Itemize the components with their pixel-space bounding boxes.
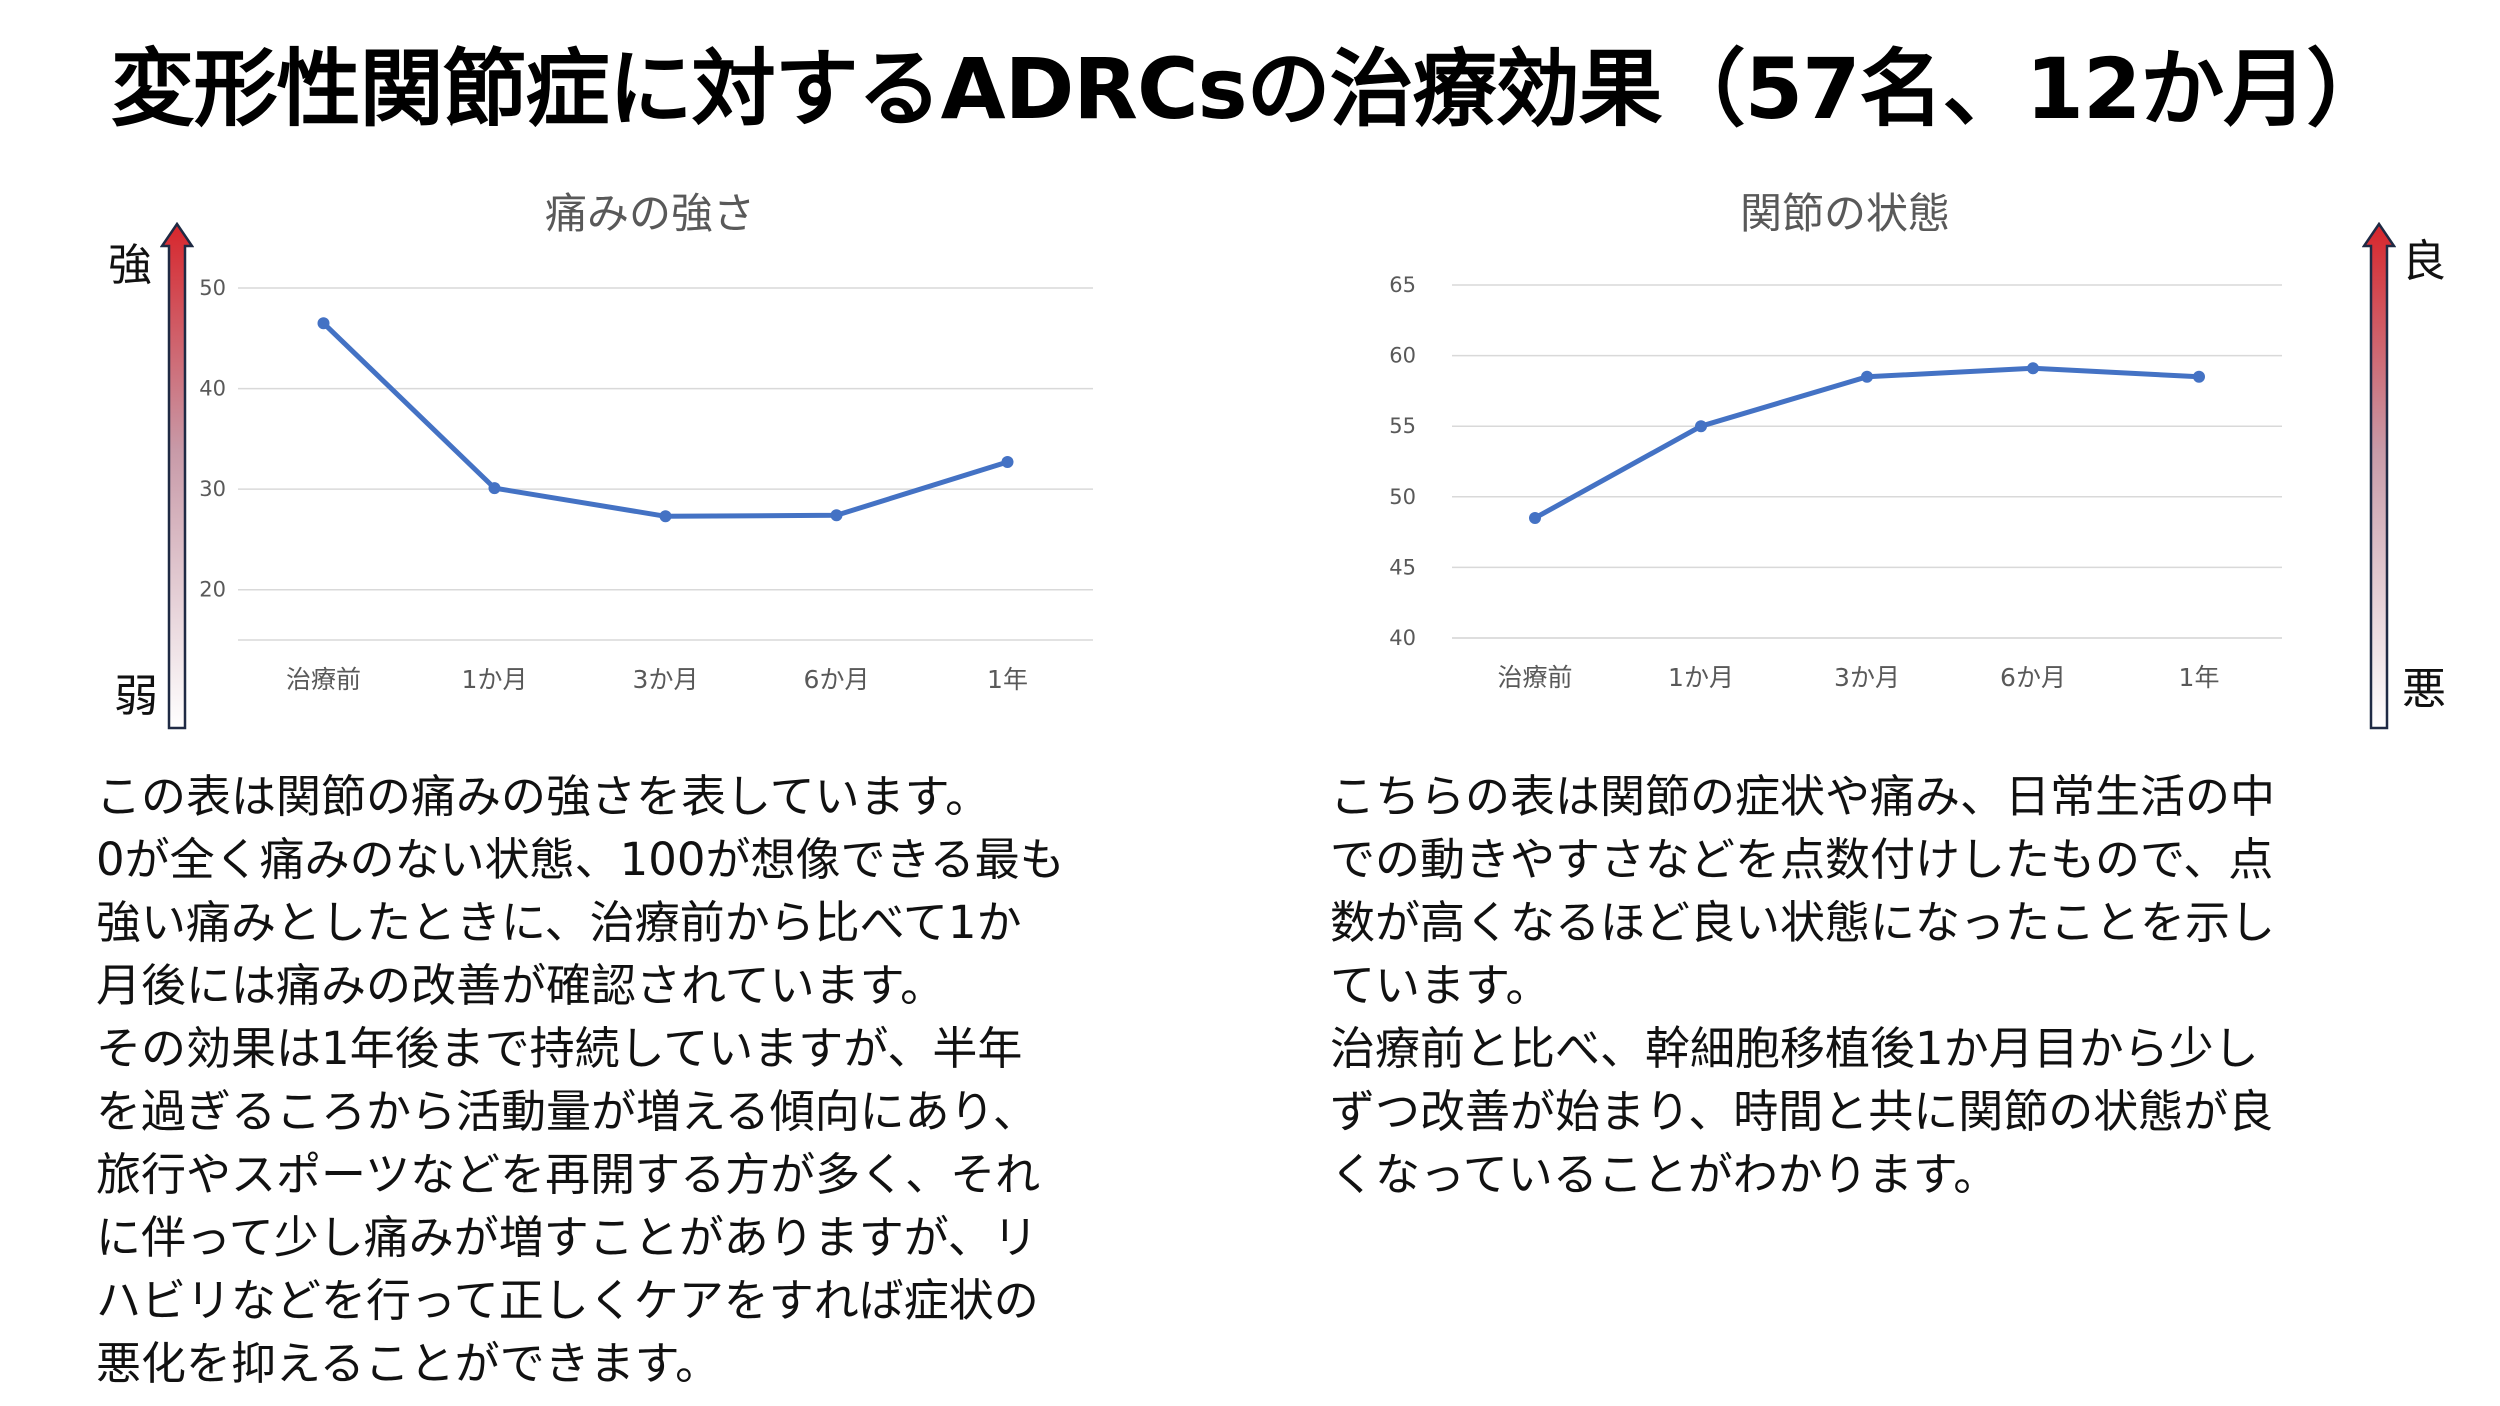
y-tick-label: 65 bbox=[1389, 273, 1416, 297]
page-title: 変形性関節症に対するADRCsの治療効果（57名、12か月） bbox=[110, 40, 2391, 138]
data-point bbox=[1001, 455, 1014, 468]
data-point bbox=[830, 509, 843, 522]
pain-chart: 痛みの強さ 20 30 40 50 治療前 1か月 3か月 6か月 1年 bbox=[199, 189, 1093, 694]
pain-text-line: 旅行やスポーツなどを再開する方が多く、それ bbox=[96, 1148, 1041, 1201]
joint-text-line: ずつ改善が始まり、時間と共に関節の状態が良 bbox=[1330, 1085, 2274, 1138]
pain-text-line: 強い痛みとしたときに、治療前から比べて1か bbox=[96, 896, 1022, 949]
y-tick-label: 45 bbox=[1389, 555, 1416, 579]
x-tick-label: 1年 bbox=[2179, 663, 2220, 692]
joint-scale-bottom-label: 悪 bbox=[2402, 664, 2446, 715]
series-line bbox=[1533, 365, 2200, 521]
data-point bbox=[659, 510, 672, 523]
joint-text-line: くなっていることがわかります。 bbox=[1330, 1148, 1999, 1201]
joint-description: こちらの表は関節の症状や痛み、日常生活の中 での動きやすさなどを点数付けしたもの… bbox=[1330, 765, 2470, 1206]
pain-text-line: ハビリなどを行って正しくケアをすれば症状の bbox=[96, 1274, 1039, 1327]
y-tick-label: 50 bbox=[199, 276, 226, 300]
pain-description: この表は関節の痛みの強さを表しています。 0が全く痛みのない状態、100が想像で… bbox=[96, 765, 1236, 1395]
data-point bbox=[2027, 362, 2039, 375]
pain-text-line: を過ぎるころから活動量が増える傾向にあり、 bbox=[96, 1085, 1038, 1138]
joint-text-line: 数が高くなるほど良い状態になったことを示し bbox=[1330, 896, 2276, 949]
pain-scale-arrow bbox=[160, 222, 194, 730]
data-point bbox=[1529, 511, 1541, 524]
x-tick-label: 6か月 bbox=[2000, 663, 2066, 692]
joint-scale-arrow bbox=[2362, 222, 2396, 730]
x-tick-label: 1か月 bbox=[462, 665, 528, 694]
chart-title: 関節の状態 bbox=[1740, 189, 1950, 238]
data-point bbox=[2193, 370, 2205, 383]
pain-text-line: その効果は1年後まで持続していますが、半年 bbox=[96, 1022, 1023, 1075]
pain-scale-bottom-label: 弱 bbox=[114, 671, 158, 722]
joint-text-line: こちらの表は関節の症状や痛み、日常生活の中 bbox=[1330, 770, 2276, 823]
y-tick-label: 30 bbox=[199, 477, 226, 501]
joint-scale-top-label: 良 bbox=[2402, 236, 2446, 287]
x-tick-label: 3か月 bbox=[633, 665, 699, 694]
x-tick-label: 1か月 bbox=[1668, 663, 1734, 692]
y-tick-label: 50 bbox=[1389, 485, 1416, 509]
x-tick-label: 6か月 bbox=[804, 665, 870, 694]
x-tick-label: 1年 bbox=[987, 665, 1028, 694]
chart-title: 痛みの強さ bbox=[545, 189, 755, 238]
data-point bbox=[488, 482, 501, 495]
y-tick-label: 20 bbox=[199, 578, 226, 602]
pain-text-line: に伴って少し痛みが増すことがありますが、リ bbox=[96, 1211, 1038, 1264]
pain-text-line: この表は関節の痛みの強さを表しています。 bbox=[96, 770, 991, 823]
joint-condition-chart: 関節の状態 40 45 50 55 60 65 治療前 1か月 3か月 6か月 1年 bbox=[1389, 189, 2282, 692]
joint-text-line: での動きやすさなどを点数付けしたもので、点 bbox=[1330, 833, 2274, 886]
pain-text-line: 月後には痛みの改善が確認されています。 bbox=[96, 959, 946, 1012]
y-tick-label: 60 bbox=[1389, 344, 1416, 368]
x-tick-label: 治療前 bbox=[286, 665, 361, 694]
data-point bbox=[1861, 370, 1873, 383]
x-tick-label: 3か月 bbox=[1834, 663, 1900, 692]
pain-scale-top-label: 強 bbox=[108, 240, 152, 291]
series-line bbox=[321, 321, 1009, 519]
y-tick-label: 40 bbox=[199, 377, 226, 401]
x-tick-label: 治療前 bbox=[1497, 663, 1572, 692]
pain-text-line: 悪化を抑えることができます。 bbox=[96, 1337, 721, 1390]
pain-text-line: 0が全く痛みのない状態、100が想像できる最も bbox=[96, 833, 1065, 886]
y-tick-label: 40 bbox=[1389, 626, 1416, 650]
data-point bbox=[317, 317, 330, 330]
y-tick-label: 55 bbox=[1389, 414, 1416, 438]
joint-text-line: ています。 bbox=[1330, 959, 1551, 1012]
data-point bbox=[1695, 420, 1707, 433]
joint-text-line: 治療前と比べ、幹細胞移植後1か月目から少し bbox=[1330, 1022, 2259, 1075]
